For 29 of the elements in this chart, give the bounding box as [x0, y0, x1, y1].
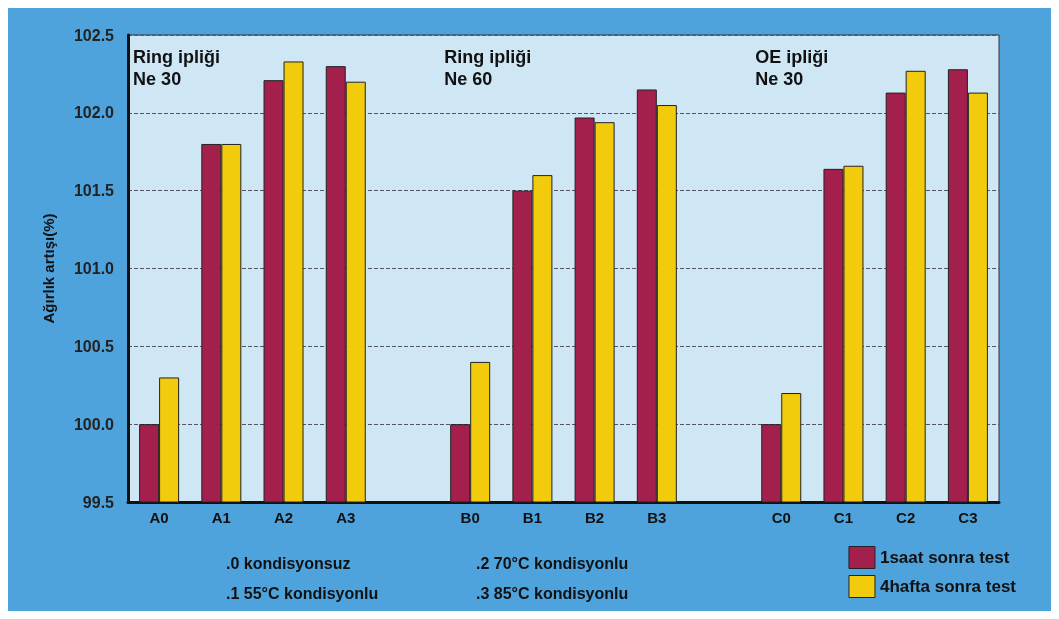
legend-label: 4hafta sonra test	[879, 577, 1017, 596]
y-tick-label: 100.5	[73, 337, 115, 355]
x-tick-label: B1	[522, 509, 542, 526]
x-tick-label: B2	[585, 509, 605, 526]
x-tick-label: B0	[460, 509, 480, 526]
text: .0 kondisyonsuz	[226, 554, 351, 572]
text: .3 85°C kondisyonlu	[476, 584, 629, 602]
x-tick-label: A0	[149, 509, 169, 526]
text: .1 55°C kondisyonlu	[226, 584, 379, 602]
y-tick-label: 101.0	[73, 260, 115, 277]
x-tick-label: C2	[896, 509, 916, 526]
x-tick-label: B3	[647, 509, 667, 526]
x-tick-label: A3	[336, 509, 356, 526]
y-tick-label: 99.5	[82, 493, 115, 511]
y-tick-label: 102.5	[73, 26, 115, 44]
annotation: Ring ipliği Ne 30	[133, 47, 221, 89]
legend-label: 1saat sonra test	[879, 548, 1010, 567]
x-tick-label: C1	[833, 509, 854, 526]
x-tick-label: C3	[958, 509, 978, 526]
text: .2 70°C kondisyonlu	[476, 554, 629, 572]
x-tick-label: A1	[211, 509, 231, 526]
x-tick-label: A2	[273, 509, 294, 526]
y-tick-label: 100.0	[73, 415, 115, 433]
annotation: Ring ipliği Ne 60	[444, 47, 532, 89]
y-axis-title: Ağırlık artışı(%)	[40, 213, 57, 324]
x-tick-label: C0	[771, 509, 791, 526]
y-tick-label: 101.5	[73, 182, 115, 200]
annotation: OE ipliği Ne 30	[755, 47, 829, 89]
y-tick-label: 102.0	[73, 104, 115, 122]
